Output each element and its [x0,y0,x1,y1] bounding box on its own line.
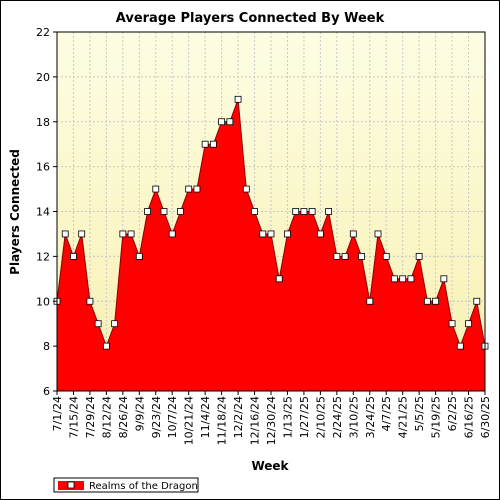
data-point [168,230,176,238]
y-tick-label: 6 [43,385,50,398]
x-tick-label: 11/4/24 [199,396,212,438]
x-tick-label: 7/15/24 [67,396,80,438]
data-point [399,275,407,283]
x-tick-label: 8/26/24 [117,396,130,438]
data-point [316,230,324,238]
legend-label: Realms of the Dragon [89,481,198,492]
data-point [226,118,234,126]
data-point [70,252,77,260]
x-tick-label: 8/12/24 [100,396,113,438]
data-point [242,185,250,193]
x-tick-label: 10/7/24 [166,396,179,438]
x-axis-ticks: 7/1/24 7/15/24 7/29/24 8/12/24 8/26/24 9/9/24… [51,391,492,445]
data-point [218,118,226,126]
y-tick-label: 16 [36,161,50,174]
data-point [448,320,456,328]
data-point [473,297,481,305]
x-tick-label: 1/13/25 [281,396,294,438]
x-tick-label: 3/10/25 [347,396,360,438]
legend-marker [67,481,75,489]
x-tick-label: 6/30/25 [479,396,492,438]
x-tick-label: 9/9/24 [133,396,146,431]
data-point [177,208,184,215]
y-tick-label: 10 [36,295,50,308]
x-tick-label: 6/16/25 [463,396,476,438]
data-point [102,342,110,350]
data-point [325,208,333,215]
x-tick-label: 5/5/25 [413,396,426,431]
data-point [94,320,102,328]
data-point [275,275,283,283]
y-axis-title: Players Connected [8,149,22,275]
x-tick-label: 4/21/25 [397,396,410,438]
data-point [201,140,209,148]
data-point [78,230,86,238]
data-point [391,275,398,283]
data-point [407,275,415,283]
x-tick-label: 10/21/24 [183,396,196,445]
data-point [349,230,357,238]
data-point [111,320,119,328]
data-point [135,252,143,260]
y-tick-label: 20 [36,71,50,84]
data-point [292,208,300,215]
data-point [358,252,365,260]
x-tick-label: 4/7/25 [380,396,393,431]
data-point [456,342,464,350]
data-point [259,230,267,238]
x-tick-label: 12/30/24 [265,396,278,445]
data-point [423,297,431,305]
data-point [366,297,374,305]
data-point [209,140,217,148]
x-tick-label: 5/19/25 [430,396,443,438]
legend: Realms of the Dragon [53,477,199,493]
y-tick-label: 14 [36,206,50,219]
x-tick-label: 7/1/24 [51,396,64,431]
x-tick-label: 6/2/25 [446,396,459,431]
data-point [185,185,193,193]
y-tick-label: 8 [43,340,50,353]
data-point [127,230,135,238]
data-point [251,208,258,215]
data-point [432,297,440,305]
data-point [267,230,275,238]
data-point [160,208,168,215]
y-tick-label: 22 [36,26,50,39]
data-point [341,252,349,260]
data-point [144,208,151,215]
legend-box [53,477,199,493]
x-tick-label: 11/18/24 [216,396,229,445]
x-tick-label: 2/24/25 [331,396,344,438]
data-point [415,252,423,260]
data-point [300,208,308,215]
data-point [284,230,291,238]
data-point [234,95,242,103]
x-tick-label: 12/2/24 [232,396,245,438]
data-point [152,185,160,193]
x-tick-label: 1/27/25 [298,396,311,438]
x-tick-label: 2/10/25 [314,396,327,438]
x-axis-title: Week [251,459,289,473]
x-tick-label: 12/16/24 [249,396,262,445]
data-point [119,230,127,238]
data-point [193,185,201,193]
x-tick-label: 7/29/24 [84,396,97,438]
x-tick-label: 9/23/24 [150,396,163,438]
y-tick-label: 18 [36,116,50,129]
data-point [86,297,94,305]
data-point [308,208,316,215]
y-axis-ticks: 6 8 10 12 14 16 18 20 22 [36,26,57,398]
data-point [440,275,448,283]
y-tick-label: 12 [36,250,50,263]
data-point [382,252,390,260]
data-point [333,252,341,260]
x-tick-label: 3/24/25 [364,396,377,438]
data-point [374,230,382,238]
chart-title: Average Players Connected By Week [116,11,385,26]
data-point [465,320,472,328]
data-point [61,230,69,238]
